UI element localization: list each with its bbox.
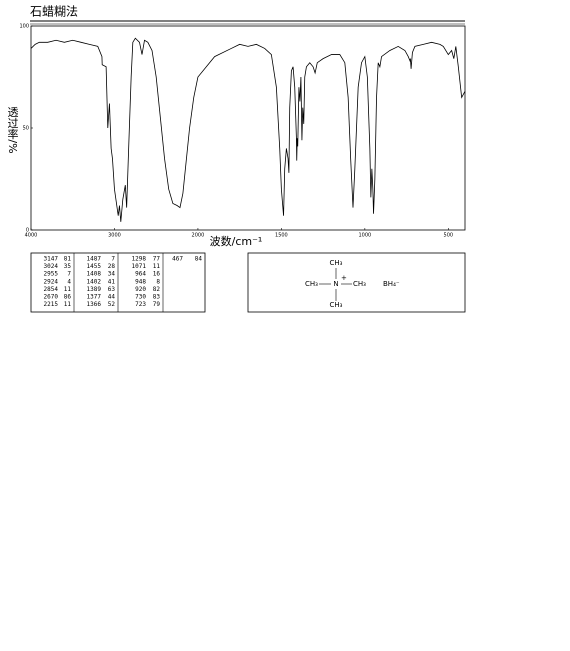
peak-transmittance: 44: [108, 294, 116, 301]
peak-wavenumber: 1389: [87, 286, 102, 293]
y-axis-label: 透过率/%: [6, 106, 19, 153]
structure-label: N: [333, 280, 338, 288]
x-axis-label: 波数/cm⁻¹: [210, 235, 263, 248]
peak-transmittance: 81: [64, 256, 72, 263]
peak-wavenumber: 2955: [44, 271, 59, 278]
peak-transmittance: 41: [108, 278, 116, 285]
peak-wavenumber: 1377: [87, 294, 102, 301]
peak-wavenumber: 920: [135, 286, 146, 293]
peak-transmittance: 82: [153, 286, 161, 293]
x-tick-label: 2000: [192, 233, 205, 239]
x-tick-label: 500: [444, 233, 454, 239]
peak-wavenumber: 2924: [44, 278, 59, 285]
peak-wavenumber: 2215: [44, 301, 59, 308]
peak-transmittance: 11: [64, 286, 72, 293]
peak-transmittance: 84: [195, 256, 203, 263]
structure-label: CH₃: [353, 280, 366, 288]
peak-wavenumber: 948: [135, 278, 146, 285]
chart-title: 石蜡糊法: [30, 4, 78, 19]
structure-label: BH₄⁻: [383, 280, 400, 288]
spectrum-line: [30, 37, 466, 222]
y-tick-label: 0: [26, 228, 29, 234]
peak-wavenumber: 1298: [132, 256, 147, 263]
peak-transmittance: 83: [153, 294, 161, 301]
peak-transmittance: 16: [153, 271, 161, 278]
peak-wavenumber: 964: [135, 271, 146, 278]
peak-wavenumber: 3147: [44, 256, 59, 263]
peak-transmittance: 79: [153, 301, 161, 308]
peak-wavenumber: 2854: [44, 286, 59, 293]
structure-label: CH₃: [330, 259, 343, 267]
peak-transmittance: 4: [67, 278, 71, 285]
peak-transmittance: 11: [153, 263, 161, 270]
y-tick-label: 50: [23, 126, 29, 132]
peak-transmittance: 8: [156, 278, 160, 285]
peak-transmittance: 7: [67, 271, 71, 278]
peak-wavenumber: 1366: [87, 301, 102, 308]
peak-wavenumber: 2670: [44, 294, 59, 301]
peak-wavenumber: 1408: [87, 271, 102, 278]
structure-label: CH₃: [330, 301, 343, 309]
x-tick-label: 4000: [25, 233, 38, 239]
structure-box: [247, 252, 466, 313]
structure-label: +: [341, 274, 347, 282]
peak-wavenumber: 467: [172, 256, 183, 263]
peak-wavenumber: 1487: [87, 256, 102, 263]
peak-transmittance: 86: [64, 294, 72, 301]
peak-transmittance: 63: [108, 286, 116, 293]
peak-wavenumber: 1455: [87, 263, 102, 270]
y-tick-label: 100: [19, 24, 29, 30]
x-tick-label: 1000: [358, 233, 371, 239]
peak-wavenumber: 730: [135, 294, 146, 301]
peak-wavenumber: 3024: [44, 263, 59, 270]
peak-transmittance: 28: [108, 263, 116, 270]
x-tick-label: 3000: [108, 233, 121, 239]
peak-wavenumber: 723: [135, 301, 146, 308]
peak-transmittance: 52: [108, 301, 116, 308]
peak-transmittance: 77: [153, 256, 161, 263]
peak-transmittance: 11: [64, 301, 72, 308]
peak-wavenumber: 1071: [132, 263, 147, 270]
plot-frame: [30, 25, 466, 231]
peak-transmittance: 34: [108, 271, 116, 278]
peak-transmittance: 7: [111, 256, 115, 263]
x-tick-label: 1500: [275, 233, 288, 239]
peak-wavenumber: 1402: [87, 278, 102, 285]
structure-label: CH₃: [305, 280, 318, 288]
peak-transmittance: 35: [64, 263, 72, 270]
